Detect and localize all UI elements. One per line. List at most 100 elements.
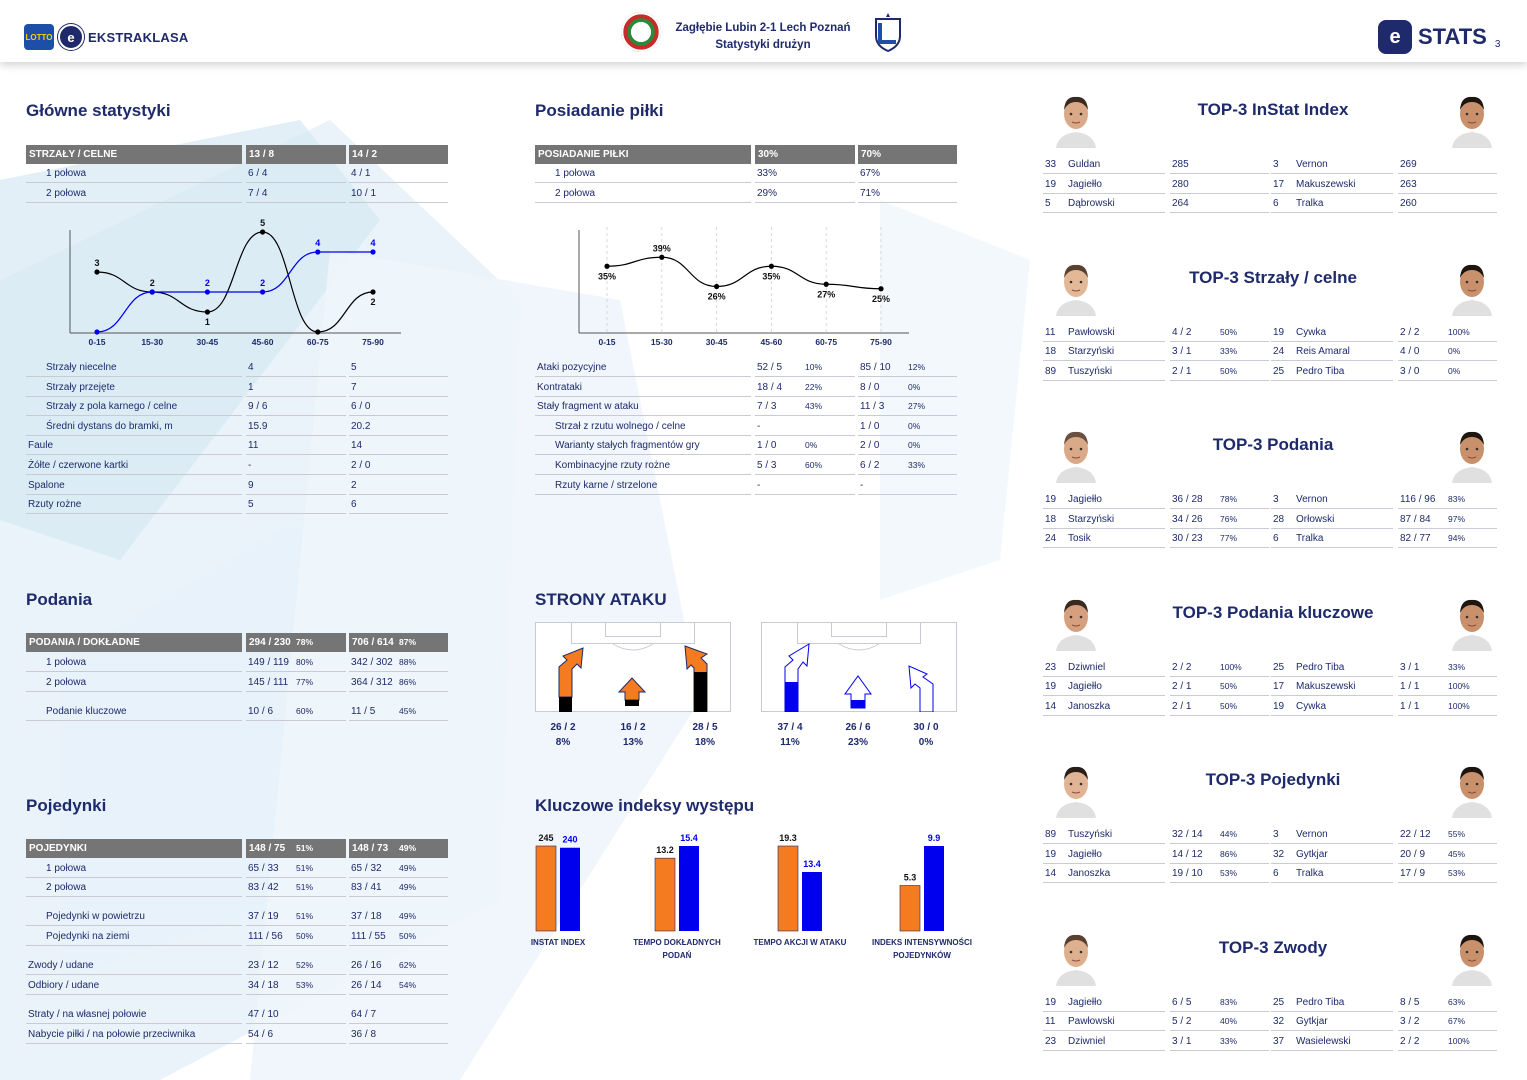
attack-arrow-home-left	[558, 647, 584, 712]
table-header-label: POJEDYNKI	[26, 839, 242, 858]
row-label: Warianty stałych fragmentów gry	[535, 436, 751, 456]
table-row: 1 połowa 33% 67%	[535, 164, 957, 183]
player-name: Gytkjar	[1296, 848, 1328, 860]
data-label: 2	[370, 297, 375, 307]
player-value-cell: 17 / 9 53%	[1398, 864, 1497, 884]
stats-logo[interactable]: e STATS 3	[1378, 20, 1500, 54]
home-bar-label: 13.2	[656, 845, 674, 855]
player-value-cell: 264	[1170, 194, 1269, 214]
top3-player-row: 28 Orłowski 87 / 84 97%	[1271, 510, 1497, 529]
attack-side-value: 28 / 5	[692, 722, 718, 733]
player-number: 19	[1045, 178, 1057, 190]
top3-player-row: 3 Vernon 269	[1271, 155, 1497, 174]
table-row: 1 połowa 6 / 4 4 / 1	[26, 164, 448, 183]
home-value-text: 54 / 6	[248, 1029, 274, 1040]
table-row: Żółte / czerwone kartki - 2 / 0	[26, 456, 448, 475]
player-cell: 89 Tuszyński	[1043, 825, 1165, 844]
row-label: Pojedynki w powietrzu	[26, 907, 242, 926]
player-number: 18	[1045, 346, 1057, 358]
player-percent: 76%	[1220, 513, 1238, 524]
player-name: Jagiełło	[1068, 681, 1102, 693]
player-cell: 23 Dziwniel	[1043, 1032, 1165, 1051]
player-percent: 78%	[1220, 494, 1238, 504]
row-label: 1 połowa	[26, 653, 242, 672]
player-value: 17 / 9	[1400, 868, 1426, 880]
player-photo-away	[1448, 255, 1496, 316]
away-value: 2 / 0	[349, 456, 448, 475]
table-header-label: STRZAŁY / CELNE	[26, 145, 242, 164]
player-value-cell: 3 / 1 33%	[1398, 658, 1497, 677]
home-bar	[654, 857, 676, 932]
home-value-text: 7 / 4	[248, 188, 268, 199]
player-value: 3 / 1	[1172, 346, 1192, 358]
player-percent: 86%	[1220, 848, 1238, 859]
player-value-cell: 87 / 84 97%	[1398, 510, 1497, 529]
player-photo-home	[1052, 423, 1100, 483]
player-cell: 18 Starzyński	[1043, 510, 1165, 529]
home-percent: 50%	[296, 931, 314, 941]
player-number: 23	[1045, 1035, 1057, 1047]
data-point	[878, 286, 884, 292]
player-photo-home	[1052, 925, 1100, 986]
home-value-text: 15.9	[248, 420, 268, 432]
data-point	[315, 329, 321, 335]
home-value-text: 145 / 111	[248, 677, 289, 688]
player-number: 19	[1273, 326, 1285, 338]
top3-player-row: 17 Makuszewski 263	[1271, 175, 1497, 194]
player-number: 5	[1045, 198, 1051, 210]
row-label: Żółte / czerwone kartki	[26, 456, 242, 475]
row-label: Odbiory / udane	[26, 976, 242, 995]
away-value-text: 20.2	[351, 420, 371, 432]
ekstraklasa-logo[interactable]: LOTTO e EKSTRAKLASA	[24, 24, 188, 50]
player-name: Orłowski	[1296, 513, 1335, 525]
player-value: 260	[1400, 198, 1417, 210]
player-percent: 44%	[1220, 829, 1238, 839]
player-name: Reis Amaral	[1296, 346, 1350, 358]
row-label: Strzały przejęte	[26, 378, 242, 397]
table-row: Kombinacyjne rzuty rożne 5 / 3 60% 6 / 2 33%	[535, 456, 957, 475]
player-cell: 25 Pedro Tiba	[1271, 658, 1393, 677]
player-cell: 32 Gytkjar	[1271, 1012, 1393, 1032]
data-label: 35%	[598, 271, 616, 281]
row-label: Podanie kluczowe	[26, 702, 242, 721]
away-percent: 0%	[908, 381, 921, 392]
away-value: 8 / 0 0%	[858, 378, 957, 397]
top3-player-row: 14 Janoszka 2 / 1 50%	[1043, 697, 1269, 716]
player-cell: 3 Vernon	[1271, 155, 1393, 174]
home-value-text: 11	[248, 440, 259, 452]
player-percent: 40%	[1220, 1016, 1238, 1027]
player-percent: 100%	[1220, 661, 1242, 672]
away-value: 64 / 7	[349, 1005, 448, 1024]
away-value-text: 65 / 32	[351, 863, 382, 874]
away-value: 26 / 16 62%	[349, 956, 448, 975]
home-value-text: 47 / 10	[248, 1009, 279, 1020]
away-bar	[802, 871, 822, 931]
player-cell: 17 Makuszewski	[1271, 175, 1393, 194]
data-point	[659, 254, 665, 260]
player-name: Jagiełło	[1068, 996, 1102, 1008]
player-value: 19 / 10	[1172, 868, 1203, 880]
home-bar-label: 5.3	[904, 872, 917, 882]
attack-sides-away-pitch	[761, 622, 957, 712]
home-value-text: 37 / 19	[248, 911, 279, 922]
top3-player-row: 37 Wasielewski 2 / 2 100%	[1271, 1032, 1497, 1051]
possession-by-period-chart: 0-1515-3030-4545-6060-7575-9065%61%74%65…	[578, 227, 909, 347]
away-bar-label: 240	[562, 835, 577, 845]
away-value: 36 / 8	[349, 1025, 448, 1044]
away-value-text: 26 / 16	[351, 960, 382, 971]
x-tick-label: 75-90	[362, 337, 384, 347]
home-value-text: 30%	[758, 149, 779, 160]
away-value-text: 70%	[861, 149, 882, 160]
player-name: Tralka	[1296, 868, 1324, 880]
top3-player-row: 19 Cywka 1 / 1 100%	[1271, 697, 1497, 716]
player-name: Janoszka	[1068, 868, 1111, 880]
home-value-text: 9 / 6	[248, 401, 268, 413]
player-photo-home	[1052, 255, 1100, 316]
top3-title: TOP-3 Podania	[1212, 435, 1334, 454]
player-name: Guldan	[1068, 159, 1101, 170]
player-name: Tosik	[1068, 533, 1091, 545]
player-percent: 33%	[1220, 1035, 1238, 1046]
table-row: Podanie kluczowe 10 / 6 60% 11 / 5 45%	[26, 702, 448, 721]
x-tick-label: 0-15	[88, 337, 105, 347]
player-percent: 50%	[1220, 681, 1238, 692]
